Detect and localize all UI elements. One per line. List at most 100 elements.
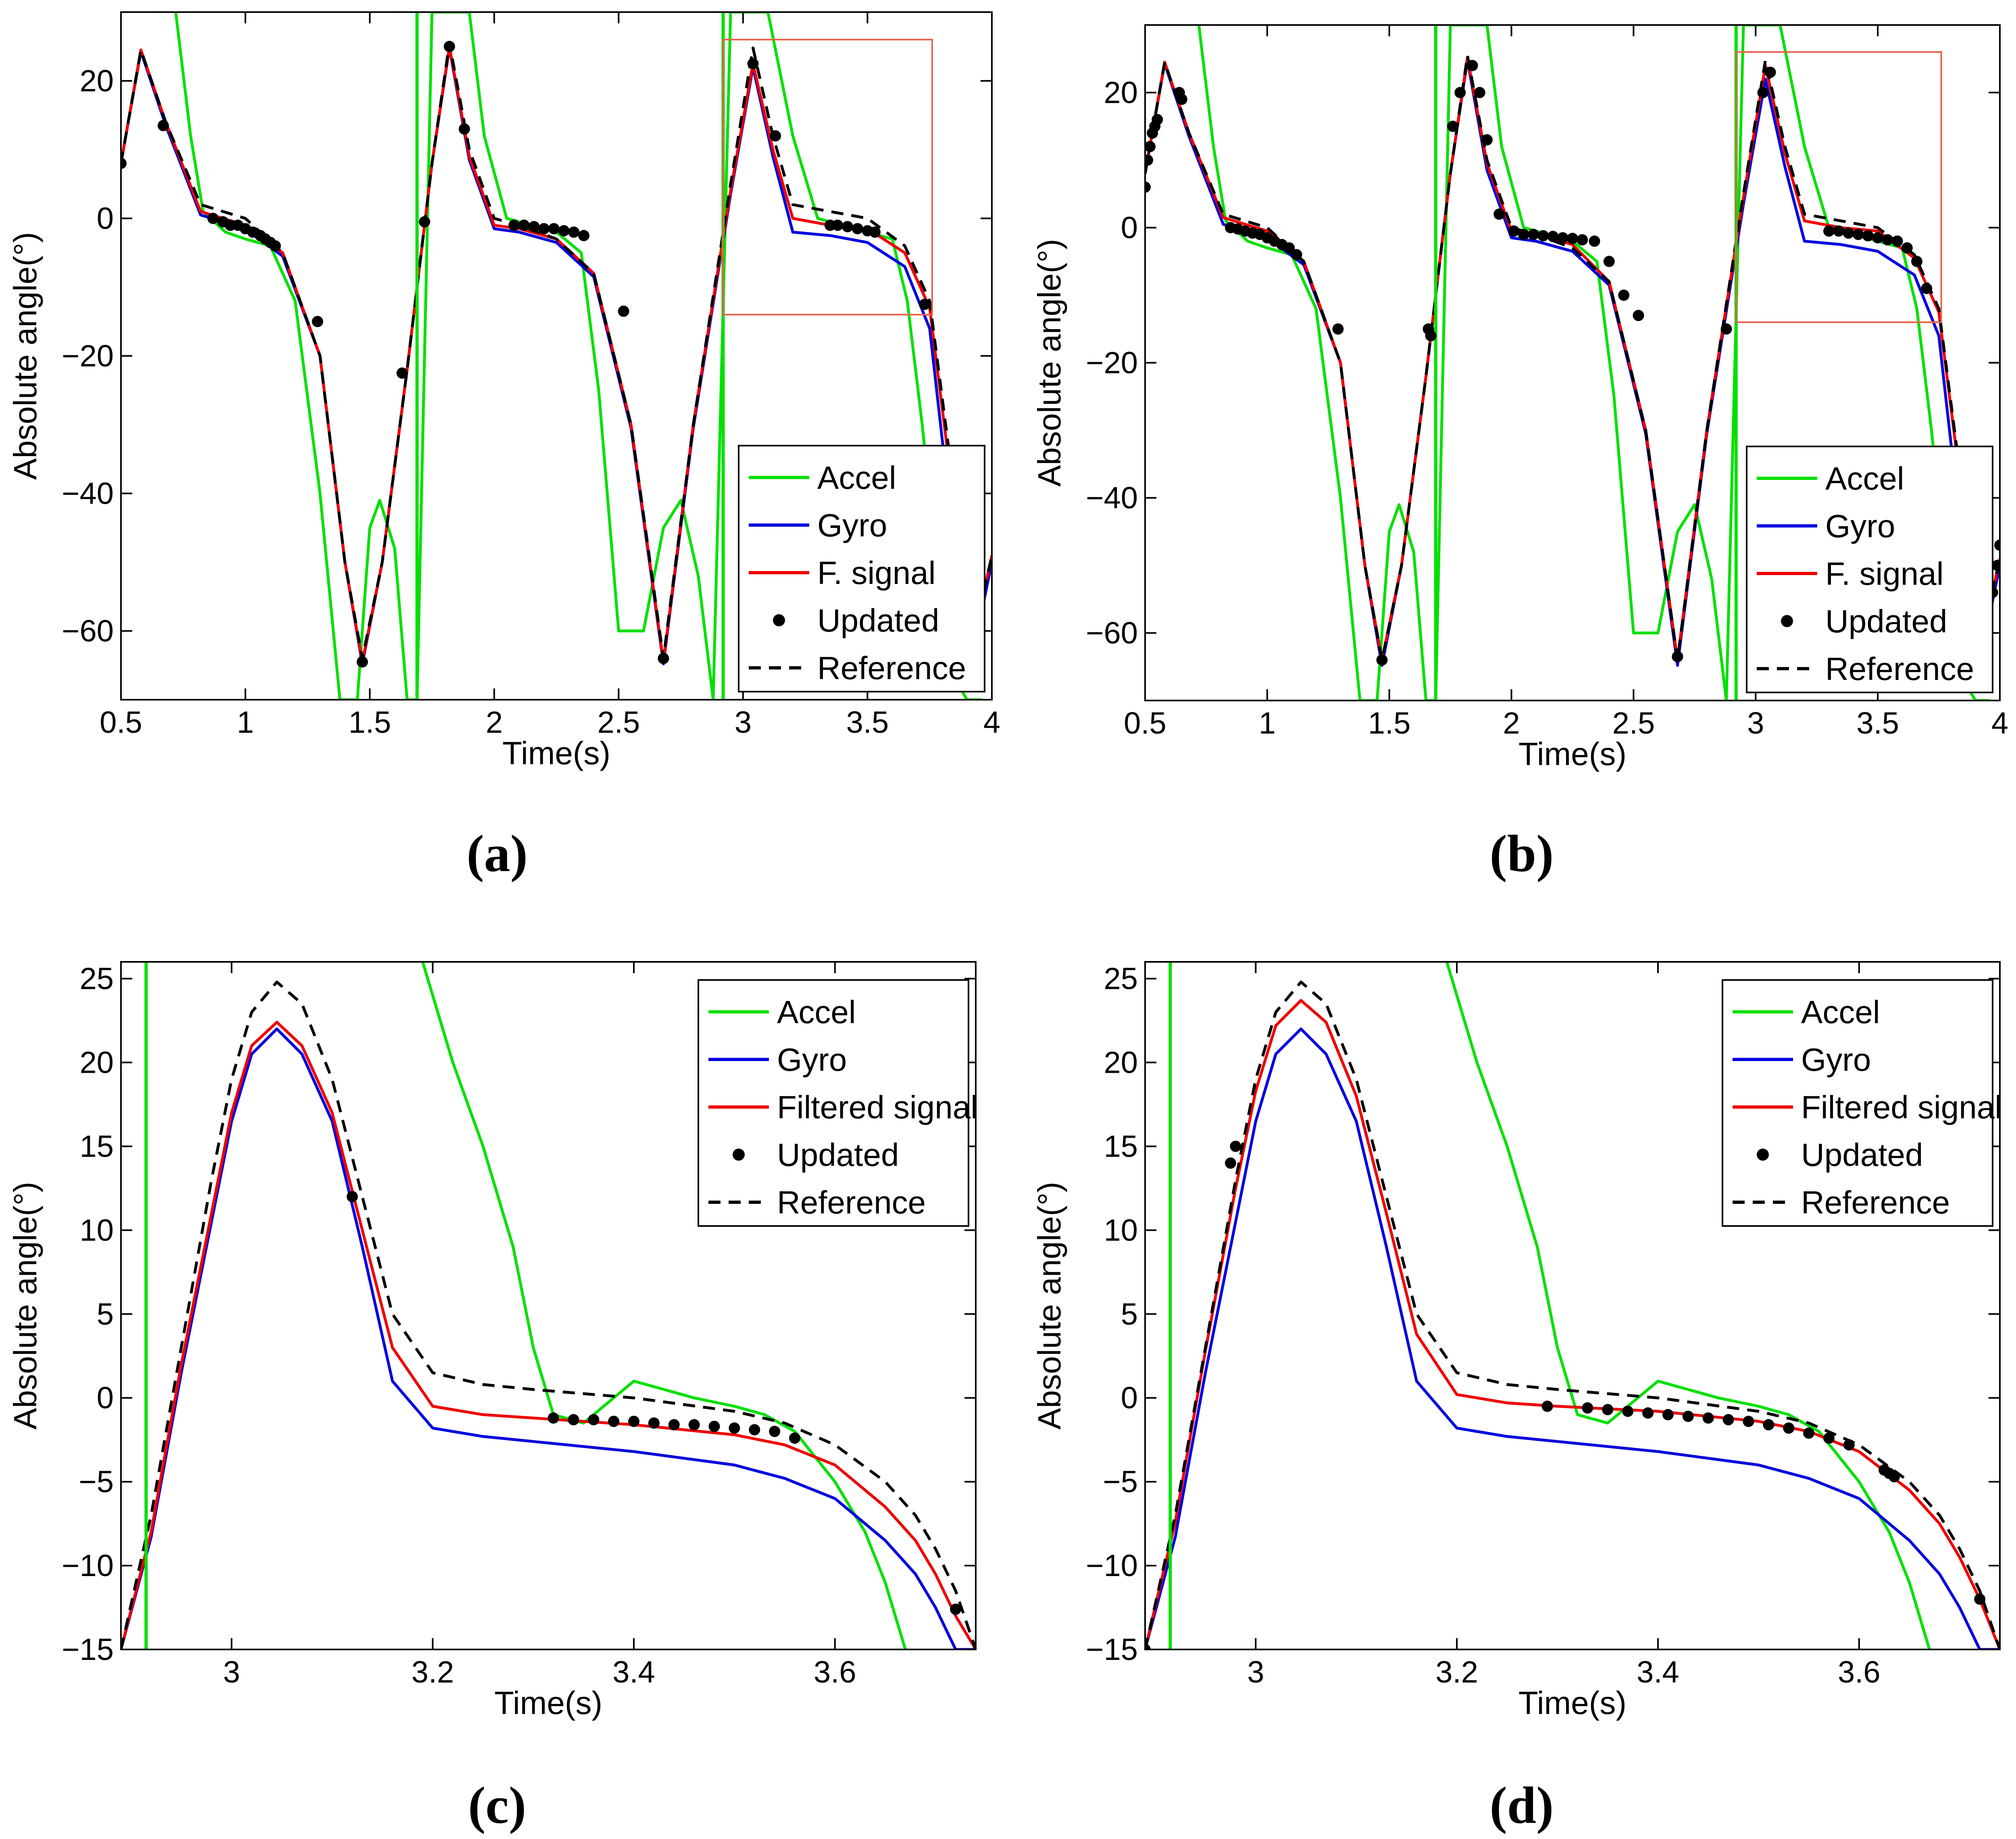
updated-point: [729, 1422, 740, 1434]
legend-label: Gyro: [817, 507, 887, 543]
updated-point: [1425, 330, 1437, 342]
updated-point: [1454, 87, 1466, 98]
legend-marker-updated: [1781, 615, 1793, 627]
x-tick-label: 1: [237, 705, 254, 740]
legend-box: [1722, 979, 1993, 1227]
updated-point: [1823, 1432, 1835, 1444]
y-tick-label: −60: [62, 614, 114, 648]
panel-a: 0.5 1 1.5 2 2.5 3 3.5 4 −60 −40 −20 0 20 Time(s) Absol…: [7, 11, 1000, 771]
updated-point: [789, 1432, 801, 1444]
updated-point: [1376, 654, 1388, 666]
updated-point: [852, 223, 863, 235]
y-tick-label: −15: [1086, 1633, 1138, 1667]
updated-point: [269, 240, 281, 252]
y-axis-label: Absolute angle(°): [7, 232, 43, 480]
updated-point: [658, 653, 669, 664]
updated-point: [1763, 1419, 1774, 1430]
legend-label: Reference: [1825, 651, 1974, 687]
y-tick-label: 20: [79, 1046, 114, 1080]
series-line-reference: [1145, 980, 2000, 1649]
y-tick-label: −5: [79, 1465, 114, 1499]
y-tick-label: 0: [97, 1381, 114, 1415]
updated-point: [1474, 87, 1485, 98]
series-line-reference: [121, 980, 976, 1649]
updated-point: [618, 305, 629, 317]
y-tick-label: −15: [62, 1633, 114, 1667]
axes-frame: [1144, 961, 2001, 1650]
legend-label: Accel: [1801, 994, 1880, 1030]
updated-point: [1823, 225, 1835, 237]
legend-label: Updated: [1825, 603, 1947, 639]
updated-point: [769, 1426, 781, 1437]
updated-point: [1466, 60, 1478, 71]
y-tick-label: 20: [79, 64, 114, 98]
legend-label: Gyro: [1801, 1042, 1871, 1078]
x-tick-label: 1.5: [1368, 706, 1411, 740]
x-tick-label: 3: [1747, 706, 1764, 740]
y-tick-label: 15: [1104, 1129, 1138, 1163]
updated-point: [1743, 1416, 1754, 1427]
updated-point: [121, 158, 127, 169]
x-tick-label: 1: [1259, 706, 1276, 740]
legend-label: Reference: [1801, 1184, 1950, 1220]
updated-point: [1618, 290, 1630, 301]
updated-point: [1176, 94, 1187, 105]
x-tick-label: 2.5: [597, 705, 640, 740]
legend: Accel Gyro Filtered signal Updated Reference: [1722, 979, 2002, 1227]
updated-point: [458, 123, 470, 135]
y-tick-label: 15: [79, 1129, 114, 1163]
y-axis-label: Absolute angle(°): [7, 1182, 43, 1430]
updated-point: [1602, 1404, 1614, 1416]
x-axis-label: Time(s): [1518, 736, 1627, 772]
x-tick-label: 3: [735, 705, 752, 740]
legend-label: Filtered signal: [777, 1089, 978, 1125]
updated-point: [869, 226, 881, 238]
updated-point: [608, 1416, 620, 1427]
updated-point: [356, 656, 368, 668]
updated-point: [528, 221, 540, 232]
updated-point: [1145, 181, 1151, 193]
updated-point: [1642, 1407, 1654, 1419]
updated-point: [588, 1414, 600, 1426]
y-tick-label: 10: [1104, 1213, 1138, 1247]
plot-content: [121, 962, 976, 1649]
updated-point: [1541, 1401, 1553, 1412]
panel-label-c: (c): [468, 1776, 526, 1835]
panel-d: 3 3.2 3.4 3.6 −15 −10 −5 0 5 10 15 20 25 Time(s) Absol…: [1031, 961, 2002, 1721]
updated-point: [1291, 249, 1302, 261]
updated-point: [1567, 233, 1578, 244]
updated-point: [1547, 231, 1559, 242]
updated-point: [1557, 232, 1568, 244]
x-axis-label: Time(s): [502, 735, 610, 771]
updated-point: [1891, 236, 1903, 247]
legend-label: Reference: [777, 1184, 926, 1220]
updated-point: [157, 120, 169, 131]
legend-label: F. signal: [817, 555, 935, 591]
legend-label: Updated: [817, 603, 939, 638]
series-line-gyro: [1145, 1027, 2000, 1649]
y-tick-label: 20: [1104, 76, 1138, 110]
y-tick-label: 25: [1104, 962, 1138, 996]
x-tick-label: 3: [1247, 1655, 1264, 1689]
x-tick-label: 3.5: [1856, 706, 1899, 740]
legend-label: Gyro: [777, 1042, 847, 1078]
updated-point: [668, 1419, 680, 1430]
updated-point: [708, 1420, 720, 1432]
updated-point: [1921, 283, 1933, 294]
y-tick-label: 25: [79, 962, 114, 996]
x-tick-label: 3.2: [1435, 1655, 1478, 1689]
y-tick-label: −40: [1086, 481, 1138, 515]
updated-point: [747, 58, 759, 69]
updated-point: [1862, 230, 1874, 242]
updated-point: [1682, 1410, 1694, 1422]
updated-point: [1577, 234, 1588, 246]
updated-point: [1283, 242, 1295, 254]
legend-label: Gyro: [1825, 508, 1895, 544]
y-tick-label: 0: [1121, 1381, 1138, 1415]
legend-marker-updated: [1757, 1149, 1769, 1161]
updated-point: [1145, 1644, 1151, 1649]
updated-point: [1720, 323, 1732, 335]
x-tick-label: 2: [1503, 706, 1520, 740]
x-axis-label: Time(s): [494, 1685, 602, 1721]
x-tick-label: 4: [983, 705, 1000, 740]
